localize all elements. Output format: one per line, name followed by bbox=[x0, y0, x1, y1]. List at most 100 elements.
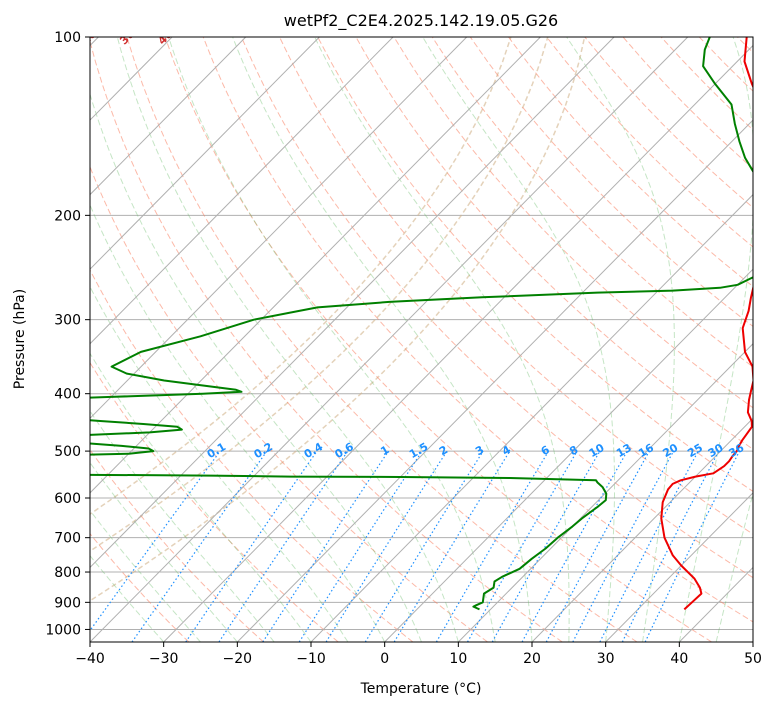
moist-adiabat bbox=[116, 37, 459, 642]
mixing-ratio-line bbox=[325, 450, 448, 642]
dry-adiabat bbox=[469, 37, 753, 328]
mixing-ratio-line bbox=[90, 450, 221, 632]
mixing-ratio-label: 10 bbox=[587, 441, 607, 460]
moist-adiabat bbox=[232, 37, 533, 642]
dewpoint-profile-line bbox=[90, 37, 753, 611]
isotherms bbox=[90, 37, 753, 642]
isotherm-line bbox=[678, 566, 753, 642]
lcl-curves bbox=[90, 37, 586, 602]
dry-adiabat bbox=[279, 37, 753, 535]
dry-adiabat bbox=[126, 37, 638, 642]
isotherm-line bbox=[310, 193, 753, 642]
lcl-curve bbox=[90, 37, 549, 553]
mixing-ratio-label: 36 bbox=[727, 441, 747, 460]
dry-adiabat bbox=[431, 37, 753, 368]
dry-adiabat bbox=[90, 361, 339, 642]
x-axis-ticks: −40 −30 −20 −10 0 10 20 30 40 50 bbox=[75, 642, 762, 667]
x-tick-label: −10 bbox=[296, 651, 326, 667]
dry-adiabats bbox=[90, 37, 753, 642]
x-tick-label: −40 bbox=[75, 651, 105, 667]
mixing-ratio-line bbox=[545, 450, 650, 642]
isotherm-line bbox=[90, 37, 541, 494]
mixing-ratio-label: 0.1 bbox=[205, 440, 228, 461]
moist-adiabat bbox=[566, 37, 675, 642]
mixing-ratio-line bbox=[491, 450, 601, 642]
moist-adiabats bbox=[90, 37, 753, 642]
moist-adiabat bbox=[168, 37, 496, 642]
y-axis-ticks: 100 200 300 400 500 600 700 800 900 1000 bbox=[45, 30, 90, 638]
dry-adiabat bbox=[317, 37, 753, 492]
temperature-profile-line bbox=[660, 37, 753, 611]
x-axis-label: Temperature (°C) bbox=[360, 681, 482, 697]
dry-adiabat bbox=[202, 37, 753, 623]
isotherm-line bbox=[752, 641, 753, 642]
x-tick-label: 20 bbox=[523, 651, 541, 667]
mixing-ratio-line bbox=[521, 450, 628, 642]
isotherm-line bbox=[90, 37, 247, 196]
isotherm-line bbox=[90, 37, 615, 569]
x-tick-label: 10 bbox=[449, 651, 467, 667]
isotherm-line bbox=[163, 44, 753, 642]
dry-adiabat bbox=[622, 37, 753, 170]
x-tick-label: 40 bbox=[670, 651, 688, 667]
mixing-ratio-label: 30 bbox=[706, 441, 726, 460]
dry-adiabat bbox=[546, 37, 753, 248]
dry-adiabat-label: 0 bbox=[6, 30, 21, 45]
lcl-curve bbox=[90, 37, 586, 602]
mixing-ratio-lines bbox=[90, 450, 741, 642]
moist-adiabat bbox=[90, 203, 386, 642]
isotherm-line bbox=[90, 37, 320, 270]
moist-adiabat bbox=[314, 37, 570, 642]
y-tick-label: 800 bbox=[54, 565, 81, 581]
mixing-ratio-line bbox=[364, 450, 484, 642]
mixing-ratio-label: 13 bbox=[614, 441, 634, 460]
isotherm-line bbox=[605, 492, 753, 642]
x-tick-label: −30 bbox=[149, 651, 179, 667]
moist-adiabat bbox=[90, 509, 201, 642]
moist-adiabat bbox=[90, 352, 312, 642]
isotherm-line bbox=[90, 37, 394, 345]
x-tick-label: −20 bbox=[223, 651, 253, 667]
x-tick-label: 0 bbox=[380, 651, 389, 667]
isotherm-line bbox=[457, 343, 753, 642]
profile-series bbox=[90, 37, 753, 611]
dry-adiabat bbox=[393, 37, 753, 409]
lcl-curve bbox=[90, 37, 512, 516]
y-tick-label: 400 bbox=[54, 387, 81, 403]
x-tick-label: 30 bbox=[597, 651, 615, 667]
isotherm-line bbox=[384, 268, 753, 642]
mixing-ratio-line bbox=[393, 450, 511, 642]
mixing-ratio-line bbox=[644, 450, 741, 642]
mixing-ratio-label: 25 bbox=[685, 441, 705, 460]
y-tick-label: 900 bbox=[54, 595, 81, 611]
y-tick-label: 500 bbox=[54, 444, 81, 460]
dry-adiabat bbox=[90, 448, 264, 642]
isotherm-line bbox=[531, 417, 753, 642]
x-tick-label: 50 bbox=[744, 651, 762, 667]
moist-adiabat bbox=[422, 37, 615, 642]
mixing-ratio-label: 20 bbox=[660, 441, 680, 460]
moist-adiabat bbox=[678, 37, 753, 642]
y-tick-label: 200 bbox=[54, 208, 81, 224]
y-tick-label: 1000 bbox=[45, 622, 81, 638]
mixing-ratio-label: 6 bbox=[539, 443, 552, 458]
moist-adiabat bbox=[90, 285, 349, 642]
dry-adiabat bbox=[164, 37, 712, 642]
y-tick-label: 300 bbox=[54, 313, 81, 329]
dry-adiabat bbox=[660, 37, 753, 131]
dry-adiabat-label: 30 bbox=[117, 27, 137, 47]
moist-adiabat bbox=[90, 554, 165, 642]
isotherm-line bbox=[90, 37, 468, 420]
isotherm-line bbox=[90, 37, 689, 642]
dry-adiabat bbox=[698, 37, 753, 92]
mixing-ratio-line bbox=[218, 450, 349, 642]
mixing-ratio-line bbox=[621, 450, 720, 642]
mixing-ratio-line bbox=[185, 450, 318, 642]
mixing-ratio-label: 4 bbox=[500, 443, 513, 458]
mixing-ratio-label: 0.6 bbox=[333, 440, 357, 461]
mixing-ratio-label: 16 bbox=[636, 441, 656, 460]
dry-adiabat bbox=[355, 37, 753, 450]
isotherm-line bbox=[236, 119, 753, 642]
dry-adiabat bbox=[584, 37, 753, 209]
